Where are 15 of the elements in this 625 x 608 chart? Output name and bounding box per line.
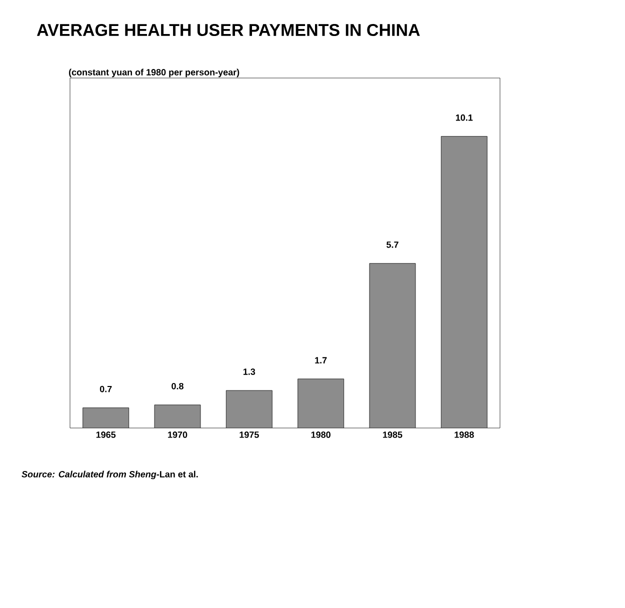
data-label: 0.7 [100,386,112,392]
x-tick-label: 1970 [168,432,188,438]
data-label: 1.3 [243,368,256,375]
data-label: 10.1 [456,114,473,121]
x-tick-label: 1988 [454,432,474,438]
x-tick-label: 1985 [383,432,402,438]
text: Source: Calculated from Sheng-Lan et al. [22,470,198,480]
data-label: 5.7 [386,242,398,248]
data-label: 1.7 [315,357,327,364]
chart-title: AVERAGE HEALTH USER PAYMENTS IN CHINA [36,24,420,36]
x-tick-label: 1975 [240,432,259,438]
data-label: 0.8 [172,382,184,390]
x-tick-label: 1965 [96,432,116,438]
x-tick-label: 1980 [311,432,330,438]
chart-subtitle: (constant yuan of 1980 per person-year) [68,68,240,78]
